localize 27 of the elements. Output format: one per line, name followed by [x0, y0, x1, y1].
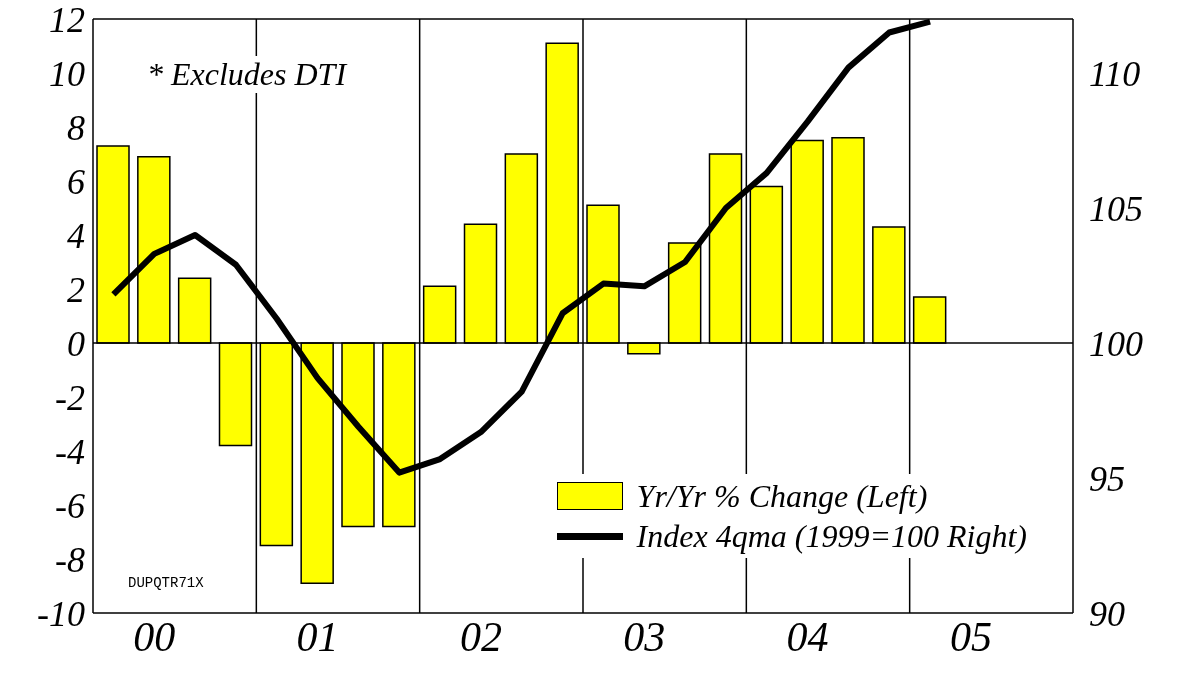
- y2-tick-label: 95: [1089, 458, 1125, 499]
- y-tick-label: -6: [55, 485, 85, 526]
- y-tick-label: 8: [67, 107, 85, 148]
- legend-label: Index 4qma (1999=100 Right): [636, 517, 1027, 556]
- y-tick-label: -4: [55, 431, 85, 472]
- y-tick-label: -8: [55, 539, 85, 580]
- y2-tick-label: 105: [1089, 188, 1143, 229]
- x-tick-label: 04: [786, 614, 829, 660]
- y-tick-label: 10: [49, 53, 85, 94]
- x-tick-label: 03: [623, 614, 666, 660]
- y-tick-label: 0: [67, 323, 85, 364]
- y2-tick-label: 100: [1089, 323, 1143, 364]
- y-tick-label: -10: [37, 593, 85, 634]
- y-tick-label: 6: [67, 161, 85, 202]
- y2-tick-label: 110: [1089, 53, 1141, 94]
- x-tick-label: 00: [133, 614, 176, 660]
- annotation: DUPQTR71X: [128, 575, 204, 591]
- y-tick-label: 2: [67, 269, 85, 310]
- annotation: * Excludes DTI: [143, 56, 351, 93]
- x-tick-label: 02: [459, 614, 502, 660]
- x-tick-label: 05: [949, 614, 992, 660]
- y2-tick-label: 90: [1089, 593, 1125, 634]
- y-tick-label: 12: [49, 0, 85, 40]
- y-tick-label: -2: [55, 377, 85, 418]
- legend-label: Yr/Yr % Change (Left): [636, 477, 928, 516]
- x-tick-label: 01: [296, 614, 339, 660]
- y-tick-label: 4: [67, 215, 85, 256]
